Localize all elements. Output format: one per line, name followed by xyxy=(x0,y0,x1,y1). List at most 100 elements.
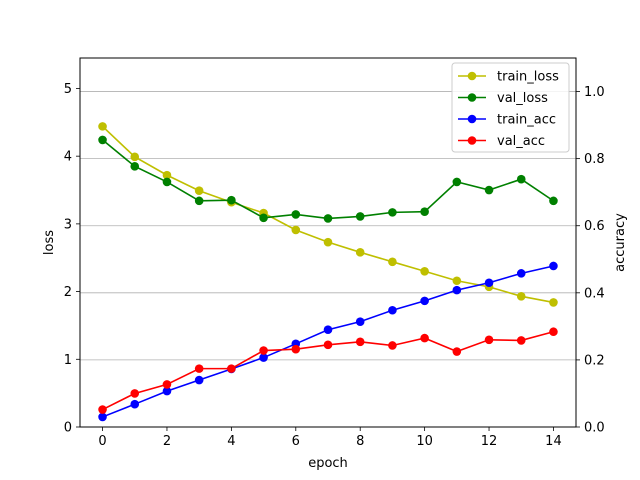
plot-frame xyxy=(79,57,577,428)
data-point xyxy=(130,399,140,409)
data-point xyxy=(516,292,526,301)
data-point xyxy=(323,237,333,247)
legend: train_loss val_loss train_acc val_acc xyxy=(451,62,570,153)
data-point xyxy=(130,162,140,171)
data-point xyxy=(452,347,462,356)
x-axis-title: epoch xyxy=(308,456,348,471)
y2-tick-label: 0.6 xyxy=(584,219,605,234)
legend-label: val_loss xyxy=(497,91,548,106)
data-point xyxy=(516,269,526,278)
data-point xyxy=(484,185,494,195)
legend-label: train_loss xyxy=(497,70,559,85)
data-point xyxy=(549,327,558,337)
data-point xyxy=(516,174,526,184)
data-point xyxy=(162,380,172,389)
data-point xyxy=(259,213,268,223)
data-point xyxy=(162,177,172,187)
data-point xyxy=(452,177,462,187)
data-point xyxy=(98,122,107,131)
data-point xyxy=(291,344,301,354)
data-point xyxy=(452,276,462,286)
y-tick-label: 5 xyxy=(64,82,72,97)
y-tick-label: 0 xyxy=(64,421,72,436)
data-point xyxy=(291,225,301,235)
x-axis: 0 2 4 6 8 10 12 14 xyxy=(98,427,562,449)
data-point xyxy=(194,375,204,385)
data-point xyxy=(194,186,204,196)
data-point xyxy=(98,412,107,422)
data-point xyxy=(323,340,333,350)
series-layer xyxy=(98,122,558,422)
data-point xyxy=(452,285,462,295)
data-point xyxy=(227,195,236,205)
y-tick-label: 1 xyxy=(64,353,72,368)
y2-tick-label: 0.2 xyxy=(584,353,605,368)
data-point xyxy=(323,214,333,223)
data-point xyxy=(323,325,333,335)
y-tick-label: 4 xyxy=(64,150,72,165)
legend-marker xyxy=(467,114,477,124)
data-point xyxy=(549,196,558,206)
x-tick-label: 6 xyxy=(292,434,300,449)
data-point xyxy=(420,333,429,343)
data-point xyxy=(420,296,429,306)
legend-item: val_loss xyxy=(458,91,548,106)
data-point xyxy=(259,346,268,355)
legend-marker xyxy=(467,71,477,81)
data-point xyxy=(484,278,494,288)
y2-tick-label: 0.4 xyxy=(584,286,605,301)
y-axis-title: loss xyxy=(42,230,57,255)
y-tick-label: 2 xyxy=(64,285,72,300)
y2-tick-label: 0.8 xyxy=(584,152,605,167)
legend-box xyxy=(451,62,570,153)
x-tick-label: 0 xyxy=(98,434,106,449)
data-point xyxy=(549,298,558,307)
y-axis-right: 0.0 0.2 0.4 0.6 0.8 1.0 xyxy=(576,85,605,436)
y2-tick-label: 1.0 xyxy=(584,85,605,100)
data-point xyxy=(355,337,365,347)
legend-label: train_acc xyxy=(497,113,556,128)
data-point xyxy=(420,207,429,216)
legend-item: train_loss xyxy=(458,70,559,85)
data-point xyxy=(355,317,365,326)
data-point xyxy=(291,210,301,219)
data-point xyxy=(355,212,365,221)
data-point xyxy=(162,386,172,396)
x-tick-label: 8 xyxy=(356,434,364,449)
data-point xyxy=(388,341,397,350)
legend-marker xyxy=(467,136,477,145)
x-tick-label: 14 xyxy=(545,434,562,449)
y-axis-left: 0 1 2 3 4 5 xyxy=(64,82,80,436)
data-point xyxy=(420,266,429,276)
data-point xyxy=(516,336,526,345)
x-tick-label: 10 xyxy=(416,434,433,449)
legend-item: train_acc xyxy=(458,113,556,128)
data-point xyxy=(549,261,558,271)
data-point xyxy=(227,364,236,373)
legend-marker xyxy=(467,93,477,102)
y2-axis-title: accuracy xyxy=(613,213,628,272)
data-point xyxy=(388,257,397,267)
data-point xyxy=(194,196,204,206)
data-point xyxy=(130,389,140,398)
x-tick-label: 2 xyxy=(163,434,171,449)
data-point xyxy=(194,364,204,373)
y-tick-label: 3 xyxy=(64,217,72,232)
data-point xyxy=(355,248,365,257)
y2-tick-label: 0.0 xyxy=(584,421,605,436)
series-val_acc xyxy=(98,327,558,414)
data-point xyxy=(388,305,397,315)
data-point xyxy=(484,335,494,345)
data-point xyxy=(98,405,107,414)
data-point xyxy=(388,208,397,217)
data-point xyxy=(259,353,268,362)
x-tick-label: 4 xyxy=(227,434,235,449)
series-val_loss xyxy=(98,135,558,223)
data-point xyxy=(162,170,172,180)
legend-item: val_acc xyxy=(458,134,545,149)
data-point xyxy=(130,152,140,162)
legend-label: val_acc xyxy=(497,134,545,149)
x-tick-label: 12 xyxy=(481,434,498,449)
data-point xyxy=(98,135,107,145)
